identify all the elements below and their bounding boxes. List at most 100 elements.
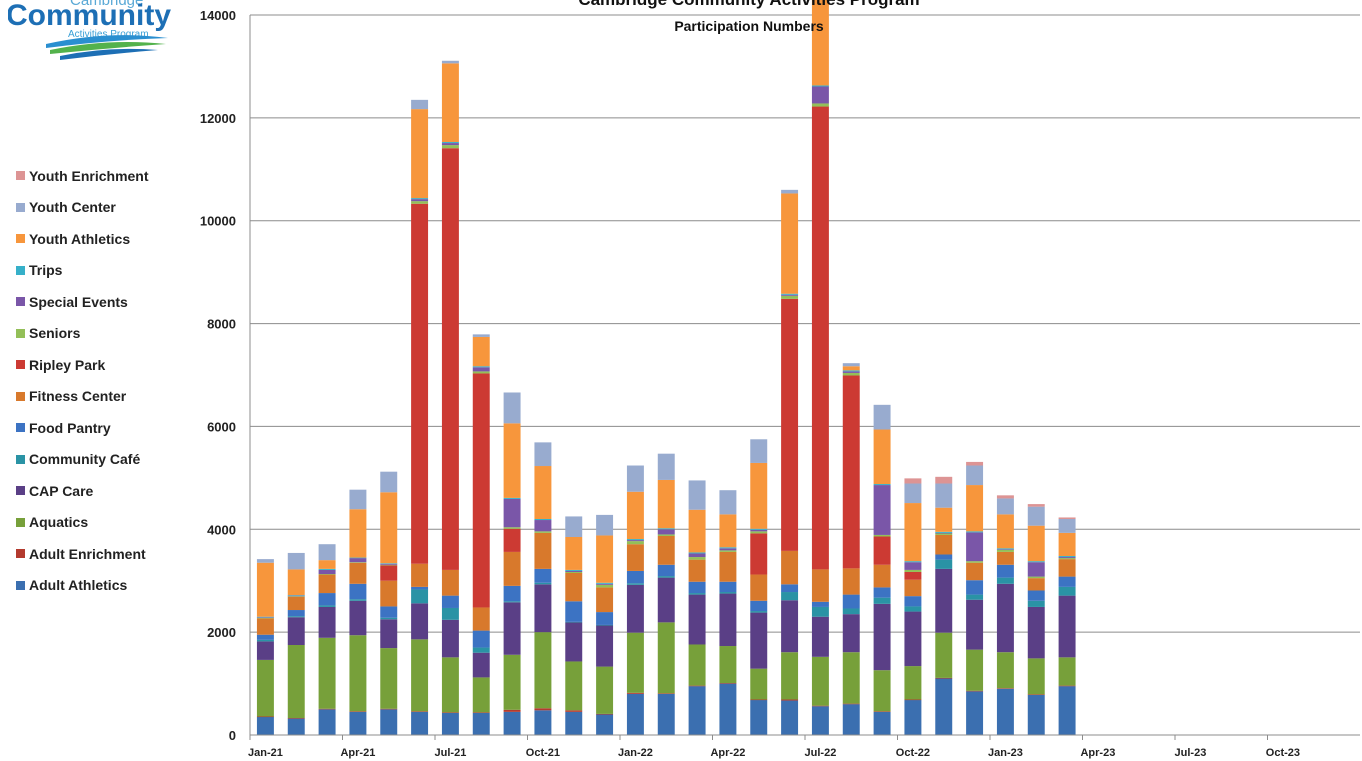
bar-segment: Feb-22 Adult Enrichment: 10: [657, 693, 675, 694]
legend-item: Trips: [16, 255, 149, 287]
bar-segment: Mar-21 Adult Enrichment: 10: [318, 708, 336, 710]
bar-segment: Oct-22 Youth Enrichment: 100: [904, 478, 922, 484]
bar-segment: Sep-21 Adult Enrichment: 40: [503, 709, 521, 712]
bar-segment: Feb-21 Youth Center: 320: [287, 552, 305, 570]
bar-segment: Jan-21 CAP Care: 360: [256, 641, 274, 660]
bar-segment: Apr-22 Fitness Center: 580: [719, 551, 737, 582]
bar-segment: Jul-21 Youth Athletics: 1530: [441, 63, 459, 143]
bar-segment: Jan-23 Seniors: 40: [996, 549, 1014, 552]
legend-label: CAP Care: [29, 482, 94, 499]
bar-segment: Dec-22 Youth Center: 380: [966, 465, 984, 486]
bar-segment: Oct-22 Special Events: 150: [904, 562, 922, 570]
bar-segment: Dec-21 Youth Athletics: 920: [596, 535, 614, 583]
bar-segment: Sep-21 Fitness Center: 660: [503, 551, 521, 586]
bar-segment: Nov-21 Food Pantry: 400: [565, 601, 583, 622]
bar-segment: Jun-21 Adult Athletics: 450: [411, 711, 429, 735]
bar-segment: Feb-23 Trips: 20: [1027, 561, 1045, 563]
bar-segment: Mar-23 Fitness Center: 340: [1058, 559, 1076, 577]
bar-segment: Apr-21 Adult Enrichment: 10: [349, 711, 367, 712]
bar-segment: Jun-21 Aquatics: 1400: [411, 639, 429, 712]
bar-segment: Jan-21 Seniors: 10: [256, 617, 274, 619]
bar-segment: Jan-23 Adult Enrichment: 10: [996, 688, 1014, 689]
bar-segment: Apr-22 Trips: 20: [719, 547, 737, 549]
bar-segment: Oct-22 Trips: 20: [904, 561, 922, 563]
bar-segment: Oct-21 Trips: 20: [534, 519, 552, 521]
bar-segment: Oct-21 Community Café: 30: [534, 582, 552, 585]
bar-segment: Nov-21 Fitness Center: 550: [565, 573, 583, 602]
logo-line1: Cambridge: [70, 0, 143, 9]
bar-segment: Mar-23 Aquatics: 550: [1058, 657, 1076, 686]
bar-segment: Jan-22 Aquatics: 1170: [626, 632, 644, 693]
bar-segment: Jan-23 Adult Athletics: 900: [996, 688, 1014, 735]
bar-segment: Nov-22 Trips: 20: [935, 531, 953, 533]
y-tick-label: 6000: [207, 419, 236, 434]
legend-swatch: [16, 328, 25, 338]
bar-segment: Jan-23 Trips: 20: [996, 548, 1014, 550]
bar-segment: Feb-23 Youth Enrichment: 50: [1027, 504, 1045, 507]
bar-segment: Jun-22 Youth Athletics: 1950: [781, 193, 799, 294]
bar-segment: Feb-23 Special Events: 280: [1027, 562, 1045, 577]
bar-segment: Dec-22 CAP Care: 970: [966, 599, 984, 650]
bar-segment: Aug-21 Adult Athletics: 430: [472, 712, 490, 735]
bar-segment: Aug-21 Youth Center: 50: [472, 334, 490, 337]
bar-segment: Jun-22 Aquatics: 920: [781, 652, 799, 700]
bar-segment: Jun-21 Fitness Center: 450: [411, 563, 429, 587]
bar-segment: Sep-22 Aquatics: 800: [873, 670, 891, 712]
legend-item: Community Café: [16, 444, 149, 476]
bar-segment: Nov-22 Aquatics: 880: [935, 632, 953, 678]
bar-segment: Dec-22 Community Café: 100: [966, 594, 984, 600]
bar-segment: Feb-22 Community Café: 30: [657, 576, 675, 578]
bar-segment: Jan-21 Aquatics: 1100: [256, 659, 274, 717]
bar-segment: Apr-22 Special Events: 40: [719, 548, 737, 551]
bar-segment: Jul-22 Special Events: 330: [811, 86, 829, 104]
bar-segment: Oct-22 CAP Care: 1060: [904, 611, 922, 667]
legend-label: Youth Center: [29, 199, 116, 216]
bar-segment: Jul-21 Adult Athletics: 430: [441, 712, 459, 735]
bar-segment: Mar-21 Seniors: 10: [318, 574, 336, 575]
bar-segment: Nov-21 Adult Enrichment: 30: [565, 710, 583, 712]
bar-segment: Jan-23 Food Pantry: 250: [996, 564, 1014, 578]
logo-line3: Activities Program: [68, 29, 149, 40]
legend-label: Special Events: [29, 293, 128, 310]
bar-segment: Mar-21 Adult Athletics: 500: [318, 709, 336, 735]
bar-segment: Apr-21 Community Café: 30: [349, 599, 367, 601]
bar-segment: Dec-21 Special Events: 20: [596, 583, 614, 585]
bar-segment: Apr-22 CAP Care: 1020: [719, 593, 737, 647]
y-tick-label: 8000: [207, 317, 236, 332]
y-tick-label: 14000: [200, 8, 236, 23]
bar-segment: Jun-21 CAP Care: 700: [411, 603, 429, 640]
bar-segment: Oct-21 Youth Athletics: 1030: [534, 466, 552, 519]
bar-segment: Feb-22 Youth Center: 510: [657, 453, 675, 480]
bar-segment: May-21 Seniors: 10: [380, 564, 398, 566]
bar-segment: Sep-22 Seniors: 30: [873, 534, 891, 537]
legend-swatch: [16, 171, 25, 181]
bar-segment: Jan-22 Special Events: 20: [626, 540, 644, 542]
bar-segment: May-21 Community Café: 30: [380, 617, 398, 620]
bar-segment: Apr-21 CAP Care: 670: [349, 600, 367, 636]
bar-segment: Mar-22 CAP Care: 970: [688, 594, 706, 645]
bar-segment: Jun-21 Community Café: 270: [411, 589, 429, 604]
bar-segment: Sep-22 Youth Center: 480: [873, 404, 891, 430]
logo: Cambridge Community Activities Program: [6, 0, 188, 62]
bar-segment: Mar-21 Youth Athletics: 170: [318, 560, 336, 569]
bar-segment: Dec-21 Aquatics: 920: [596, 666, 614, 714]
bar-segment: Mar-23 Food Pantry: 200: [1058, 576, 1076, 587]
bar-segment: Nov-22 Food Pantry: 100: [935, 554, 953, 560]
bar-segment: Aug-22 Ripley Park: 3750: [842, 375, 860, 569]
bar-segment: Nov-22 Special Events: 10: [935, 532, 953, 534]
bar-segment: Mar-22 Adult Athletics: 950: [688, 686, 706, 735]
bar-segment: Aug-21 Fitness Center: 450: [472, 607, 490, 631]
bar-segment: May-22 Youth Center: 460: [750, 439, 768, 463]
bar-segment: Jan-23 Youth Athletics: 660: [996, 514, 1014, 549]
bar-segment: May-22 Aquatics: 600: [750, 668, 768, 700]
bar-segment: Jan-23 Youth Enrichment: 60: [996, 495, 1014, 499]
legend-item: Adult Athletics: [16, 570, 149, 602]
bar-segment: Jul-22 Ripley Park: 9000: [811, 106, 829, 570]
y-tick-label: 0: [229, 728, 236, 743]
bar-segment: Mar-23 Community Café: 170: [1058, 586, 1076, 596]
bar-segment: Mar-21 Aquatics: 1380: [318, 637, 336, 709]
legend-swatch: [16, 454, 25, 464]
bar-segment: Jul-21 Ripley Park: 8200: [441, 148, 459, 570]
bar-segment: Jan-22 Fitness Center: 520: [626, 544, 644, 571]
bar-segment: Oct-21 Special Events: 220: [534, 520, 552, 532]
